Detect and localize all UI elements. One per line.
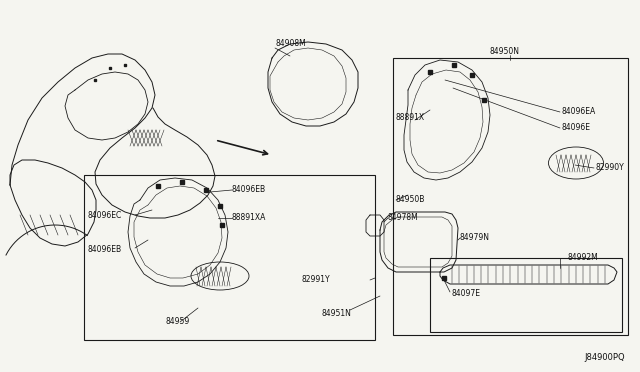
Text: 82991Y: 82991Y bbox=[302, 276, 331, 285]
Bar bbox=[430, 258, 622, 332]
Text: 84978M: 84978M bbox=[388, 214, 419, 222]
Bar bbox=[84, 175, 375, 340]
Text: 84959: 84959 bbox=[165, 317, 189, 327]
Text: 84950N: 84950N bbox=[490, 48, 520, 57]
Text: 84096EC: 84096EC bbox=[88, 211, 122, 219]
Text: J84900PQ: J84900PQ bbox=[584, 353, 625, 362]
Text: 84950B: 84950B bbox=[396, 196, 426, 205]
Bar bbox=[393, 58, 628, 335]
Text: 84908M: 84908M bbox=[275, 39, 306, 48]
Text: 88891X: 88891X bbox=[396, 113, 425, 122]
Text: 82990Y: 82990Y bbox=[596, 164, 625, 173]
Text: 84951N: 84951N bbox=[322, 310, 352, 318]
Text: 84096EB: 84096EB bbox=[232, 186, 266, 195]
Text: 84992M: 84992M bbox=[567, 253, 598, 263]
Text: 84096E: 84096E bbox=[562, 124, 591, 132]
Text: 84096EB: 84096EB bbox=[88, 246, 122, 254]
Text: 88891XA: 88891XA bbox=[232, 214, 266, 222]
Text: 84979N: 84979N bbox=[460, 234, 490, 243]
Text: 84096EA: 84096EA bbox=[562, 108, 596, 116]
Text: 84097E: 84097E bbox=[452, 289, 481, 298]
